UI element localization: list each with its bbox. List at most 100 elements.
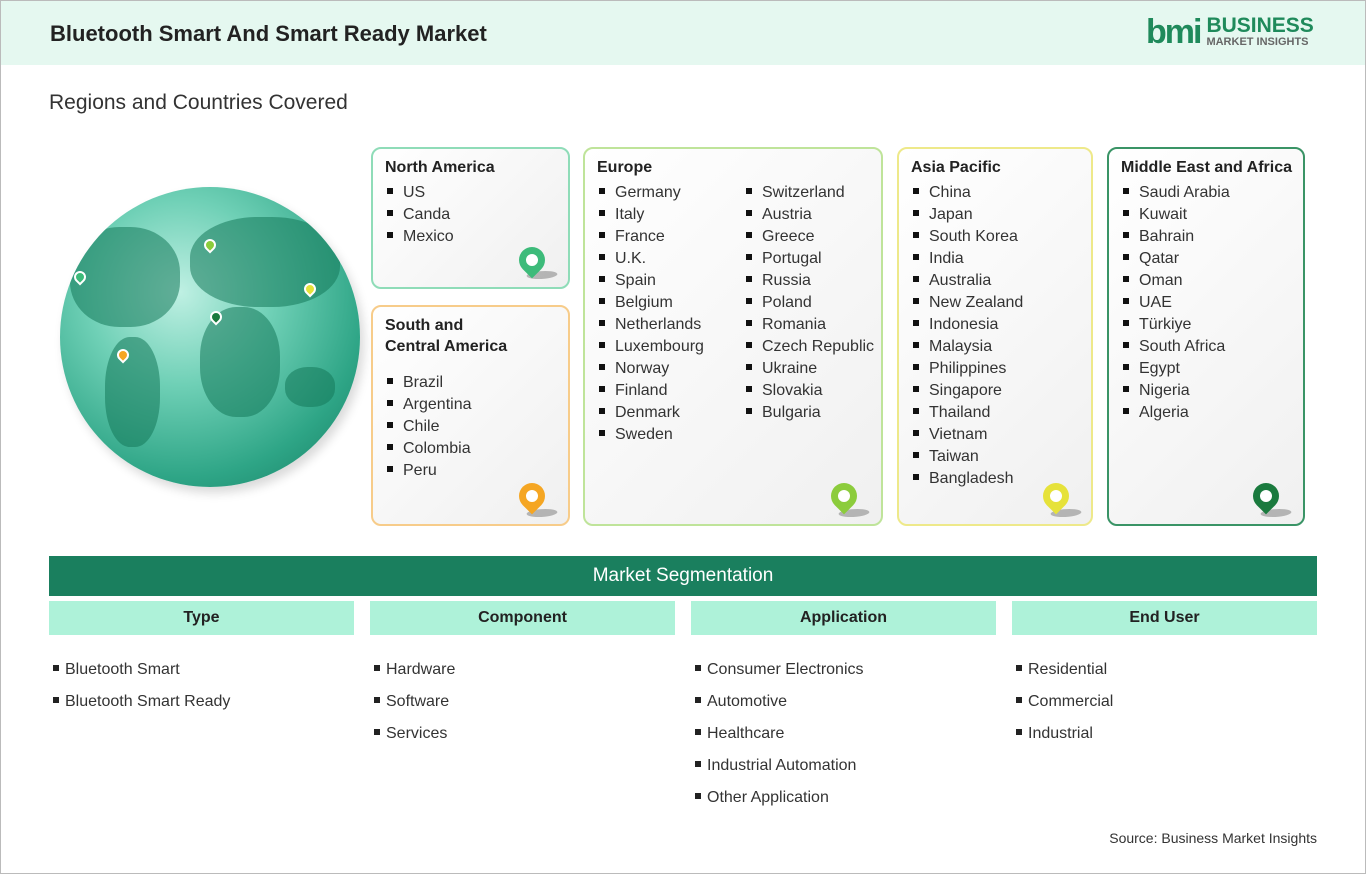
country-item: Colombia (387, 438, 472, 460)
country-list: Germany Italy France U.K. Spain Belgium Nether… (599, 182, 704, 446)
logo-line2: MARKET INSIGHTS (1206, 35, 1309, 48)
country-item: China (913, 182, 1023, 204)
country-item: U.K. (599, 248, 704, 270)
page-title: Bluetooth Smart And Smart Ready Market (50, 21, 487, 46)
segment-item: Residential (1016, 654, 1113, 686)
country-item: Brazil (387, 372, 472, 394)
globe-illustration (60, 187, 360, 487)
country-list: Saudi Arabia Kuwait Bahrain Qatar Oman UAE Tür… (1123, 182, 1230, 424)
region-asia-pacific: Asia Pacific China Japan South Korea India A… (897, 147, 1093, 526)
country-item: Denmark (599, 402, 704, 424)
header: Bluetooth Smart And Smart Ready Market b… (1, 1, 1365, 65)
country-item: Nigeria (1123, 380, 1230, 402)
country-item: Luxembourg (599, 336, 704, 358)
segment-item: Bluetooth Smart (53, 654, 230, 686)
country-item: Peru (387, 460, 472, 482)
country-item: Mexico (387, 226, 454, 248)
segment-item: Industrial Automation (695, 750, 864, 782)
country-item: Poland (746, 292, 874, 314)
country-item: Belgium (599, 292, 704, 314)
country-item: Taiwan (913, 446, 1023, 468)
region-title: South and Central America (385, 317, 508, 355)
country-item: Singapore (913, 380, 1023, 402)
segment-list: Bluetooth Smart Bluetooth Smart Ready (53, 654, 230, 718)
region-title: North America (385, 159, 495, 176)
country-item: Kuwait (1123, 204, 1230, 226)
country-item: Greece (746, 226, 874, 248)
country-item: Philippines (913, 358, 1023, 380)
region-middle-east-africa: Middle East and Africa Saudi Arabia Kuwai… (1107, 147, 1305, 526)
country-item: Bangladesh (913, 468, 1023, 490)
country-item: Saudi Arabia (1123, 182, 1230, 204)
country-item: Japan (913, 204, 1023, 226)
country-item: France (599, 226, 704, 248)
segment-list: Residential Commercial Industrial (1016, 654, 1113, 750)
segment-item: Software (374, 686, 455, 718)
country-item: Czech Republic (746, 336, 874, 358)
country-item: Malaysia (913, 336, 1023, 358)
country-item: Australia (913, 270, 1023, 292)
logo-mark: bmi (1146, 13, 1202, 51)
country-item: US (387, 182, 454, 204)
segment-item: Other Application (695, 782, 864, 814)
section-title: Regions and Countries Covered (49, 91, 348, 114)
country-item: Netherlands (599, 314, 704, 336)
country-item: South Africa (1123, 336, 1230, 358)
country-item: Ukraine (746, 358, 874, 380)
country-item: Türkiye (1123, 314, 1230, 336)
segment-header: Application (691, 601, 996, 635)
country-item: Oman (1123, 270, 1230, 292)
segment-item: Commercial (1016, 686, 1113, 718)
country-item: New Zealand (913, 292, 1023, 314)
country-item: Indonesia (913, 314, 1023, 336)
country-item: Spain (599, 270, 704, 292)
country-list: US Canda Mexico (387, 182, 454, 248)
segment-list: Consumer Electronics Automotive Healthcare… (695, 654, 864, 814)
country-list: Brazil Argentina Chile Colombia Peru (387, 372, 472, 482)
country-item: Portugal (746, 248, 874, 270)
country-item: Qatar (1123, 248, 1230, 270)
country-item: Canda (387, 204, 454, 226)
country-item: Norway (599, 358, 704, 380)
region-title: Middle East and Africa (1121, 159, 1292, 176)
source-note: Source: Business Market Insights (1109, 830, 1317, 846)
country-list: Switzerland Austria Greece Portugal Russia Po… (746, 182, 874, 424)
country-item: UAE (1123, 292, 1230, 314)
country-item: Chile (387, 416, 472, 438)
country-list: China Japan South Korea India Australia New Z… (913, 182, 1023, 490)
segment-item: Bluetooth Smart Ready (53, 686, 230, 718)
country-item: Algeria (1123, 402, 1230, 424)
region-title: Europe (597, 159, 653, 176)
country-item: Italy (599, 204, 704, 226)
segment-list: Hardware Software Services (374, 654, 455, 750)
region-europe: Europe Germany Italy France U.K. Spain Belgiu… (583, 147, 883, 526)
country-item: Bulgaria (746, 402, 874, 424)
country-item: Argentina (387, 394, 472, 416)
region-south-central-america: South and Central America Brazil Argentin… (371, 305, 570, 526)
segment-item: Services (374, 718, 455, 750)
segment-header: Type (49, 601, 354, 635)
country-item: Sweden (599, 424, 704, 446)
region-title: Asia Pacific (911, 159, 1001, 176)
country-item: Slovakia (746, 380, 874, 402)
country-item: Finland (599, 380, 704, 402)
country-item: Vietnam (913, 424, 1023, 446)
country-item: Germany (599, 182, 704, 204)
country-item: South Korea (913, 226, 1023, 248)
segmentation-title: Market Segmentation (49, 556, 1317, 596)
country-item: Russia (746, 270, 874, 292)
country-item: Thailand (913, 402, 1023, 424)
country-item: Egypt (1123, 358, 1230, 380)
country-item: Romania (746, 314, 874, 336)
segment-item: Hardware (374, 654, 455, 686)
country-item: Bahrain (1123, 226, 1230, 248)
segment-item: Consumer Electronics (695, 654, 864, 686)
country-item: India (913, 248, 1023, 270)
segment-item: Industrial (1016, 718, 1113, 750)
logo-line1: BUSINESS (1206, 13, 1314, 37)
segment-header: Component (370, 601, 675, 635)
logo: bmi BUSINESS MARKET INSIGHTS (1146, 13, 1314, 51)
country-item: Switzerland (746, 182, 874, 204)
segment-header: End User (1012, 601, 1317, 635)
segment-item: Healthcare (695, 718, 864, 750)
